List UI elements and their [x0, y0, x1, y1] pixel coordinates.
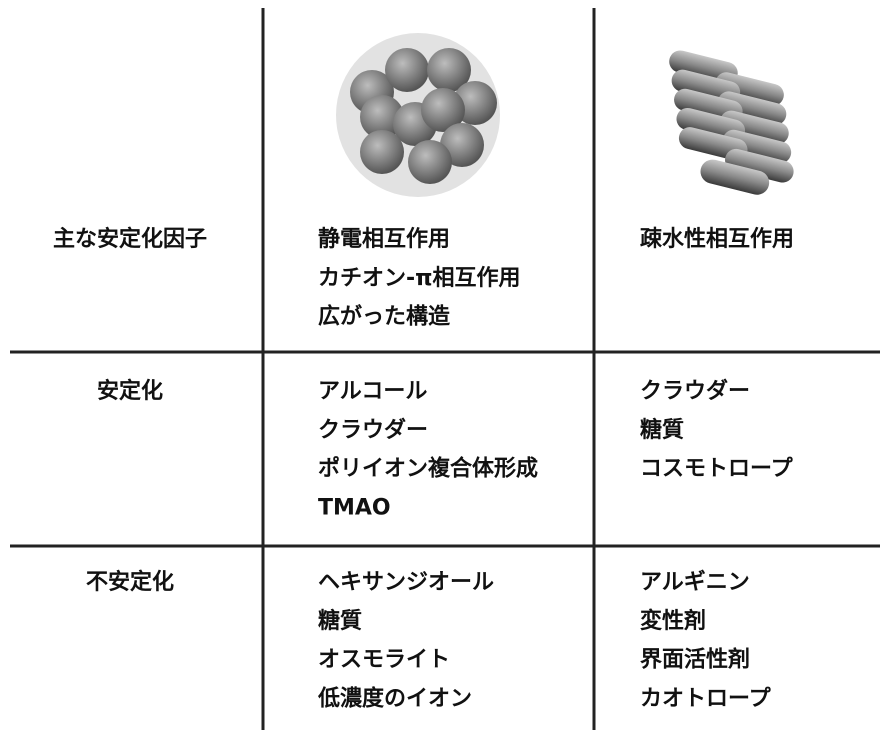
cell-line: クラウダー — [640, 378, 750, 404]
condensate-illustration — [336, 33, 500, 197]
cell-line: ポリイオン複合体形成 — [318, 456, 538, 482]
cell-line: クラウダー — [318, 417, 428, 443]
cell-line: ヘキサンジオール — [318, 570, 494, 595]
row-label: 安定化 — [97, 378, 163, 404]
cell-line: 低濃度のイオン — [317, 685, 472, 711]
cell-line: アルギニン — [640, 570, 750, 595]
cell-line: 広がった構造 — [318, 304, 450, 330]
cell-line: 界面活性剤 — [640, 647, 750, 673]
cell-line: アルコール — [318, 379, 427, 404]
cell-line: 糖質 — [318, 608, 362, 634]
cell-line: TMAO — [318, 495, 391, 520]
cell-line: 変性剤 — [640, 608, 706, 634]
cell-line: カオトロープ — [640, 686, 772, 711]
cell-line: 糖質 — [640, 417, 684, 443]
cell-line: カチオン-π相互作用 — [318, 266, 521, 291]
row-label: 主な安定化因子 — [53, 226, 207, 252]
row-label: 不安定化 — [86, 569, 174, 595]
cell-line: オスモライト — [318, 648, 450, 673]
cell-line: コスモトロープ — [640, 457, 794, 482]
aggregate-illustration — [669, 50, 794, 195]
cell-line: 静電相互作用 — [318, 226, 450, 252]
cell-line: 疎水性相互作用 — [640, 226, 794, 252]
